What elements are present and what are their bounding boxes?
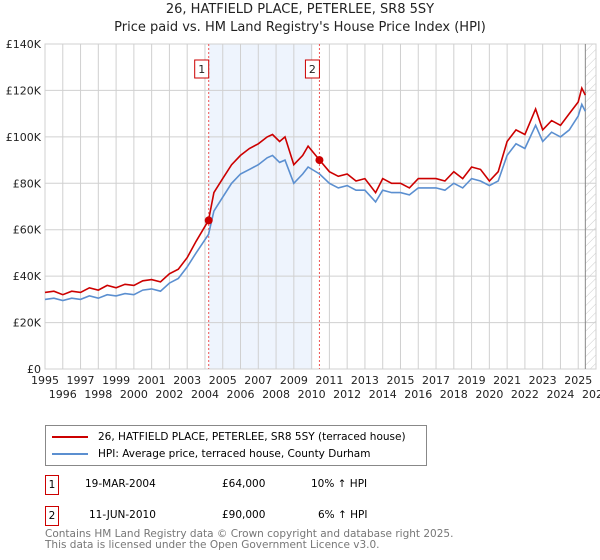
sale-marker-label: 1 (198, 63, 205, 76)
sale-date: 11-JUN-2010 (89, 509, 156, 521)
x-tick-label: 2017 (422, 374, 450, 387)
legend-item-property: 26, HATFIELD PLACE, PETERLEE, SR8 5SY (t… (46, 429, 406, 445)
sale-hpi-diff: 6% ↑ HPI (318, 509, 368, 521)
sale-point (204, 216, 213, 225)
sale-row-2: 2 11-JUN-2010 £90,000 6% ↑ HPI (45, 506, 445, 526)
x-tick-label: 2007 (244, 374, 272, 387)
shaded-ownership-region (208, 44, 313, 369)
x-tick-label: 1999 (102, 374, 130, 387)
x-tick-label: 2008 (262, 388, 290, 401)
x-tick-label: 2002 (155, 388, 183, 401)
x-tick-label: 2022 (511, 388, 539, 401)
x-tick-label: 2015 (386, 374, 414, 387)
y-tick-label: £60K (13, 224, 42, 237)
plot-frame (44, 43, 597, 370)
y-tick-label: £120K (6, 84, 42, 97)
chart-title: 26, HATFIELD PLACE, PETERLEE, SR8 5SY (165, 2, 435, 17)
sale-marker-badge: 1 (45, 475, 59, 495)
x-tick-label: 2001 (138, 374, 166, 387)
forecast-hatch-region (585, 44, 596, 369)
legend-label: HPI: Average price, terraced house, Coun… (98, 448, 371, 460)
y-tick-label: £0 (27, 363, 41, 376)
property-price-line (44, 85, 587, 296)
x-tick-label: 2010 (298, 388, 326, 401)
y-tick-label: £40K (13, 270, 42, 283)
sale-price: £90,000 (222, 509, 266, 521)
x-tick-label: 2019 (458, 374, 486, 387)
x-tick-label: 2016 (404, 388, 432, 401)
legend-swatch (52, 453, 88, 455)
x-tick-label: 2011 (315, 374, 343, 387)
sale-marker-label: 2 (309, 63, 316, 76)
legend-item-hpi: HPI: Average price, terraced house, Coun… (46, 446, 370, 462)
x-tick-label: 2006 (227, 388, 255, 401)
sale-row-1: 1 19-MAR-2004 £64,000 10% ↑ HPI (45, 475, 445, 495)
x-tick-label: 2018 (440, 388, 468, 401)
sale-marker-box (194, 59, 210, 79)
x-tick-label: 2014 (369, 388, 397, 401)
x-tick-label: 2004 (191, 388, 219, 401)
attribution-line: This data is licensed under the Open Gov… (45, 539, 380, 551)
y-tick-label: £100K (6, 131, 42, 144)
sale-marker-badge: 2 (45, 506, 59, 526)
attribution: Contains HM Land Registry data © Crown c… (45, 529, 453, 551)
sale-marker-box (304, 59, 320, 79)
x-tick-label: 1997 (67, 374, 95, 387)
legend-label: 26, HATFIELD PLACE, PETERLEE, SR8 5SY (t… (98, 431, 406, 443)
x-tick-label: 2012 (333, 388, 361, 401)
x-tick-label: 2025 (564, 374, 592, 387)
x-tick-label: 2024 (546, 388, 574, 401)
sale-hpi-diff: 10% ↑ HPI (311, 478, 368, 490)
y-tick-label: £20K (13, 317, 42, 330)
x-tick-label: 2013 (351, 374, 379, 387)
x-tick-label: 2026 (582, 388, 600, 401)
legend-swatch (52, 436, 88, 438)
chart-subtitle: Price paid vs. HM Land Registry's House … (114, 20, 486, 35)
y-tick-label: £80K (13, 177, 42, 190)
x-tick-label: 2020 (475, 388, 503, 401)
x-tick-label: 2000 (120, 388, 148, 401)
sale-point (315, 156, 324, 165)
x-tick-label: 2003 (173, 374, 201, 387)
x-tick-label: 1996 (49, 388, 77, 401)
legend: 26, HATFIELD PLACE, PETERLEE, SR8 5SY (t… (45, 425, 427, 466)
sale-date: 19-MAR-2004 (85, 478, 156, 490)
x-tick-label: 2005 (209, 374, 237, 387)
y-tick-label: £140K (6, 38, 42, 51)
line-chart: 1995199619971998199920002001200220032004… (6, 38, 600, 401)
x-tick-label: 1995 (31, 374, 59, 387)
x-tick-label: 2021 (493, 374, 521, 387)
x-tick-label: 2023 (529, 374, 557, 387)
sale-price: £64,000 (222, 478, 266, 490)
x-tick-label: 1998 (84, 388, 112, 401)
hpi-line (44, 102, 587, 302)
x-tick-label: 2009 (280, 374, 308, 387)
attribution-line: Contains HM Land Registry data © Crown c… (45, 528, 454, 540)
